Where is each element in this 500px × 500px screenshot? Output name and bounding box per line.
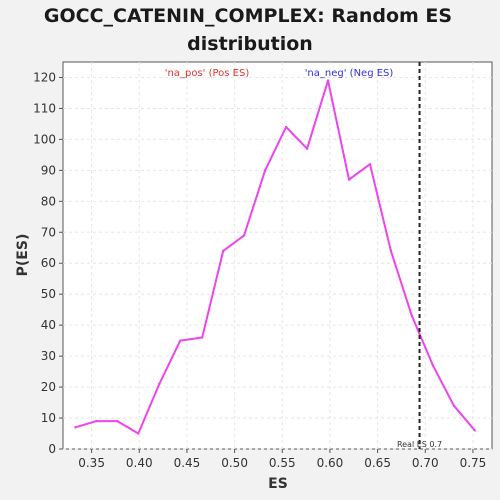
es-data-point — [221, 249, 225, 253]
es-data-point — [137, 432, 140, 435]
es-data-point — [242, 234, 246, 237]
y-tick-label: 70 — [41, 225, 56, 239]
x-tick-label: 0.75 — [460, 456, 487, 470]
y-axis-label: P(ES) — [15, 234, 31, 277]
y-tick-label: 110 — [33, 101, 56, 115]
series-layer — [74, 79, 477, 435]
es-series-line — [75, 79, 476, 435]
y-axis-ticks: 0 10 20 30 40 50 60 70 80 90 100 110 120 — [33, 70, 63, 456]
x-tick-label: 0.40 — [126, 456, 153, 470]
es-data-point — [116, 419, 119, 423]
x-tick-label: 0.35 — [78, 456, 105, 470]
pos-es-annotation: 'na_pos' (Pos ES) — [165, 68, 250, 79]
y-tick-label: 20 — [41, 380, 56, 394]
es-data-point — [74, 426, 77, 429]
es-data-point — [368, 162, 372, 166]
es-data-point — [389, 249, 393, 253]
es-data-point — [200, 336, 204, 339]
x-tick-label: 0.60 — [317, 456, 344, 470]
es-data-point — [326, 79, 330, 82]
chart-title-line1: GOCC_CATENIN_COMPLEX: Random ES — [44, 5, 452, 27]
x-tick-label: 0.50 — [221, 456, 248, 470]
y-tick-label: 60 — [41, 256, 56, 270]
y-tick-label: 30 — [41, 349, 56, 363]
y-tick-label: 120 — [33, 70, 56, 84]
es-data-point — [263, 169, 267, 172]
es-data-point — [410, 314, 414, 318]
grid — [63, 62, 492, 450]
es-data-point — [179, 339, 182, 342]
x-tick-label: 0.70 — [412, 456, 439, 470]
y-tick-label: 40 — [41, 318, 56, 332]
es-data-point — [305, 147, 309, 150]
real-es-label: Real ES 0.7 — [397, 440, 442, 449]
plot-area — [62, 61, 493, 450]
real-es-layer: Real ES 0.7 — [397, 62, 442, 449]
chart-title-line2: distribution — [187, 33, 313, 55]
es-data-point — [431, 364, 435, 367]
x-tick-label: 0.55 — [269, 456, 296, 470]
es-data-point — [158, 382, 161, 386]
y-tick-label: 50 — [41, 287, 56, 301]
x-tick-label: 0.45 — [174, 456, 201, 470]
y-tick-label: 100 — [33, 132, 56, 146]
y-tick-label: 90 — [41, 163, 56, 177]
x-axis-ticks: 0.35 0.40 0.45 0.50 0.55 0.60 0.65 0.70 0.75 — [78, 449, 486, 470]
neg-es-annotation: 'na_neg' (Neg ES) — [305, 68, 394, 79]
es-data-point — [284, 125, 288, 129]
es-data-point — [452, 404, 456, 407]
y-tick-label: 0 — [48, 442, 56, 456]
y-tick-label: 80 — [41, 194, 56, 208]
y-tick-label: 10 — [41, 411, 56, 425]
es-data-point — [473, 429, 477, 432]
x-axis-label: ES — [268, 476, 288, 492]
es-data-point — [95, 419, 98, 423]
es-data-point — [347, 178, 351, 181]
x-tick-label: 0.65 — [364, 456, 391, 470]
